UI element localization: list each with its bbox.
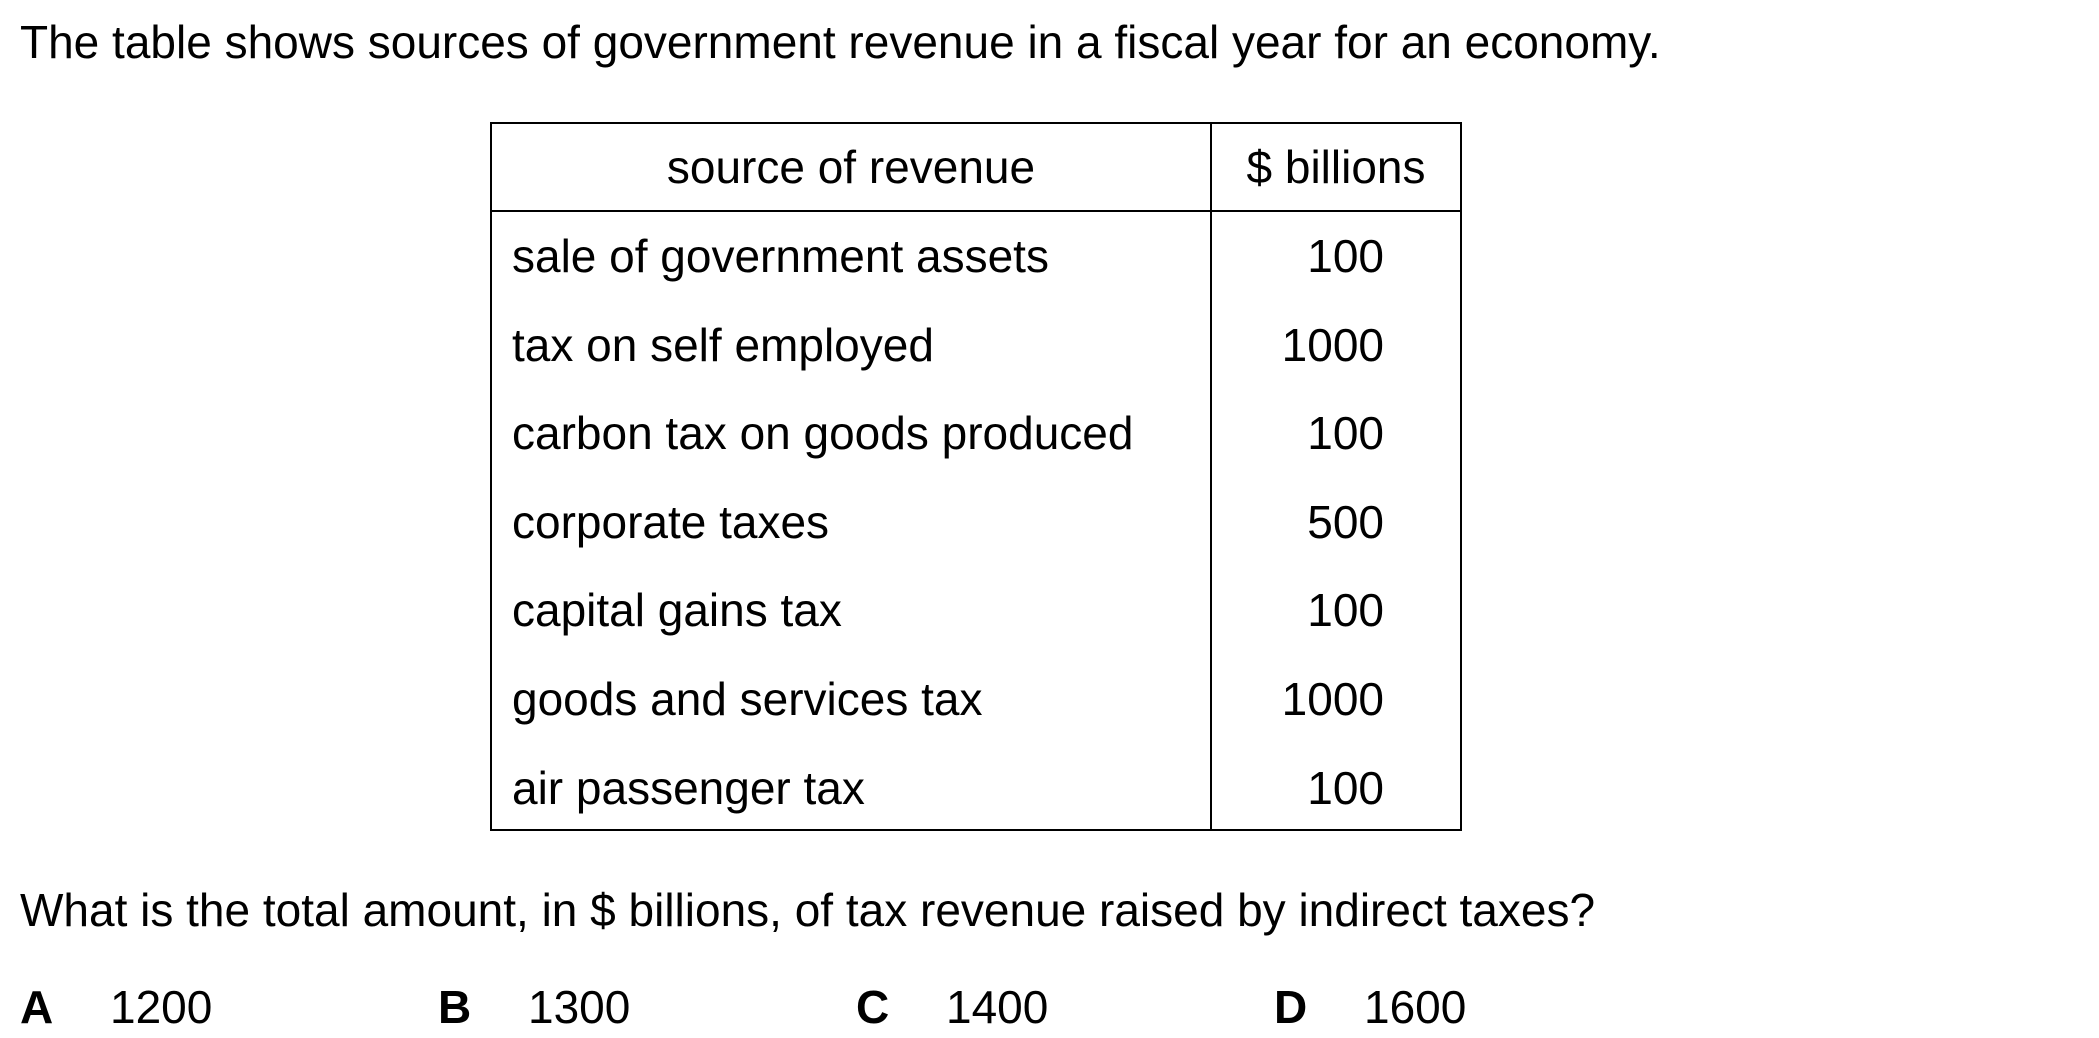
revenue-table: source of revenue $ billions sale of gov… [490,122,1462,831]
table-body: sale of government assets 100 tax on sel… [492,212,1460,832]
table-row: air passenger tax 100 [492,744,1460,833]
table-row: carbon tax on goods produced 100 [492,389,1460,478]
option-letter: A [20,981,54,1033]
row-amount: 100 [1307,761,1384,814]
table-row: sale of government assets 100 [492,212,1460,301]
intro-text: The table shows sources of government re… [20,16,1661,68]
header-source-of-revenue: source of revenue [666,141,1036,193]
row-source: sale of government assets [512,230,1049,282]
row-amount: 100 [1307,230,1384,282]
table-row: corporate taxes 500 [492,478,1460,567]
table-row: goods and services tax 1000 [492,655,1460,744]
table-row: tax on self employed 1000 [492,301,1460,390]
option-value: 1200 [110,981,213,1033]
row-source: goods and services tax [512,672,983,725]
option-letter: C [856,981,890,1033]
question-text: What is the total amount, in $ billions,… [20,884,1596,936]
row-source: carbon tax on goods produced [512,407,1134,460]
row-source: capital gains tax [512,584,842,637]
option-a[interactable]: A 1200 [20,982,212,1032]
option-value: 1600 [1364,981,1467,1033]
row-source: tax on self employed [512,318,934,371]
option-value: 1400 [946,981,1049,1033]
row-amount: 100 [1307,584,1384,637]
row-amount: 100 [1307,407,1384,460]
column-divider [1210,124,1212,829]
option-c[interactable]: C 1400 [856,982,1048,1032]
option-b[interactable]: B 1300 [438,982,630,1032]
row-source: corporate taxes [512,495,830,548]
row-amount: 500 [1307,495,1384,548]
header-dollar-billions: $ billions [1246,141,1426,193]
row-amount: 1000 [1281,672,1384,725]
table-row: capital gains tax 100 [492,566,1460,655]
option-letter: D [1274,981,1308,1033]
table-header-row: source of revenue $ billions [492,124,1460,212]
answer-options: A 1200 B 1300 C 1400 D 1600 [20,982,1620,1038]
option-d[interactable]: D 1600 [1274,982,1466,1032]
row-source: air passenger tax [512,761,865,814]
option-letter: B [438,981,472,1033]
row-amount: 1000 [1281,318,1384,371]
option-value: 1300 [528,981,631,1033]
